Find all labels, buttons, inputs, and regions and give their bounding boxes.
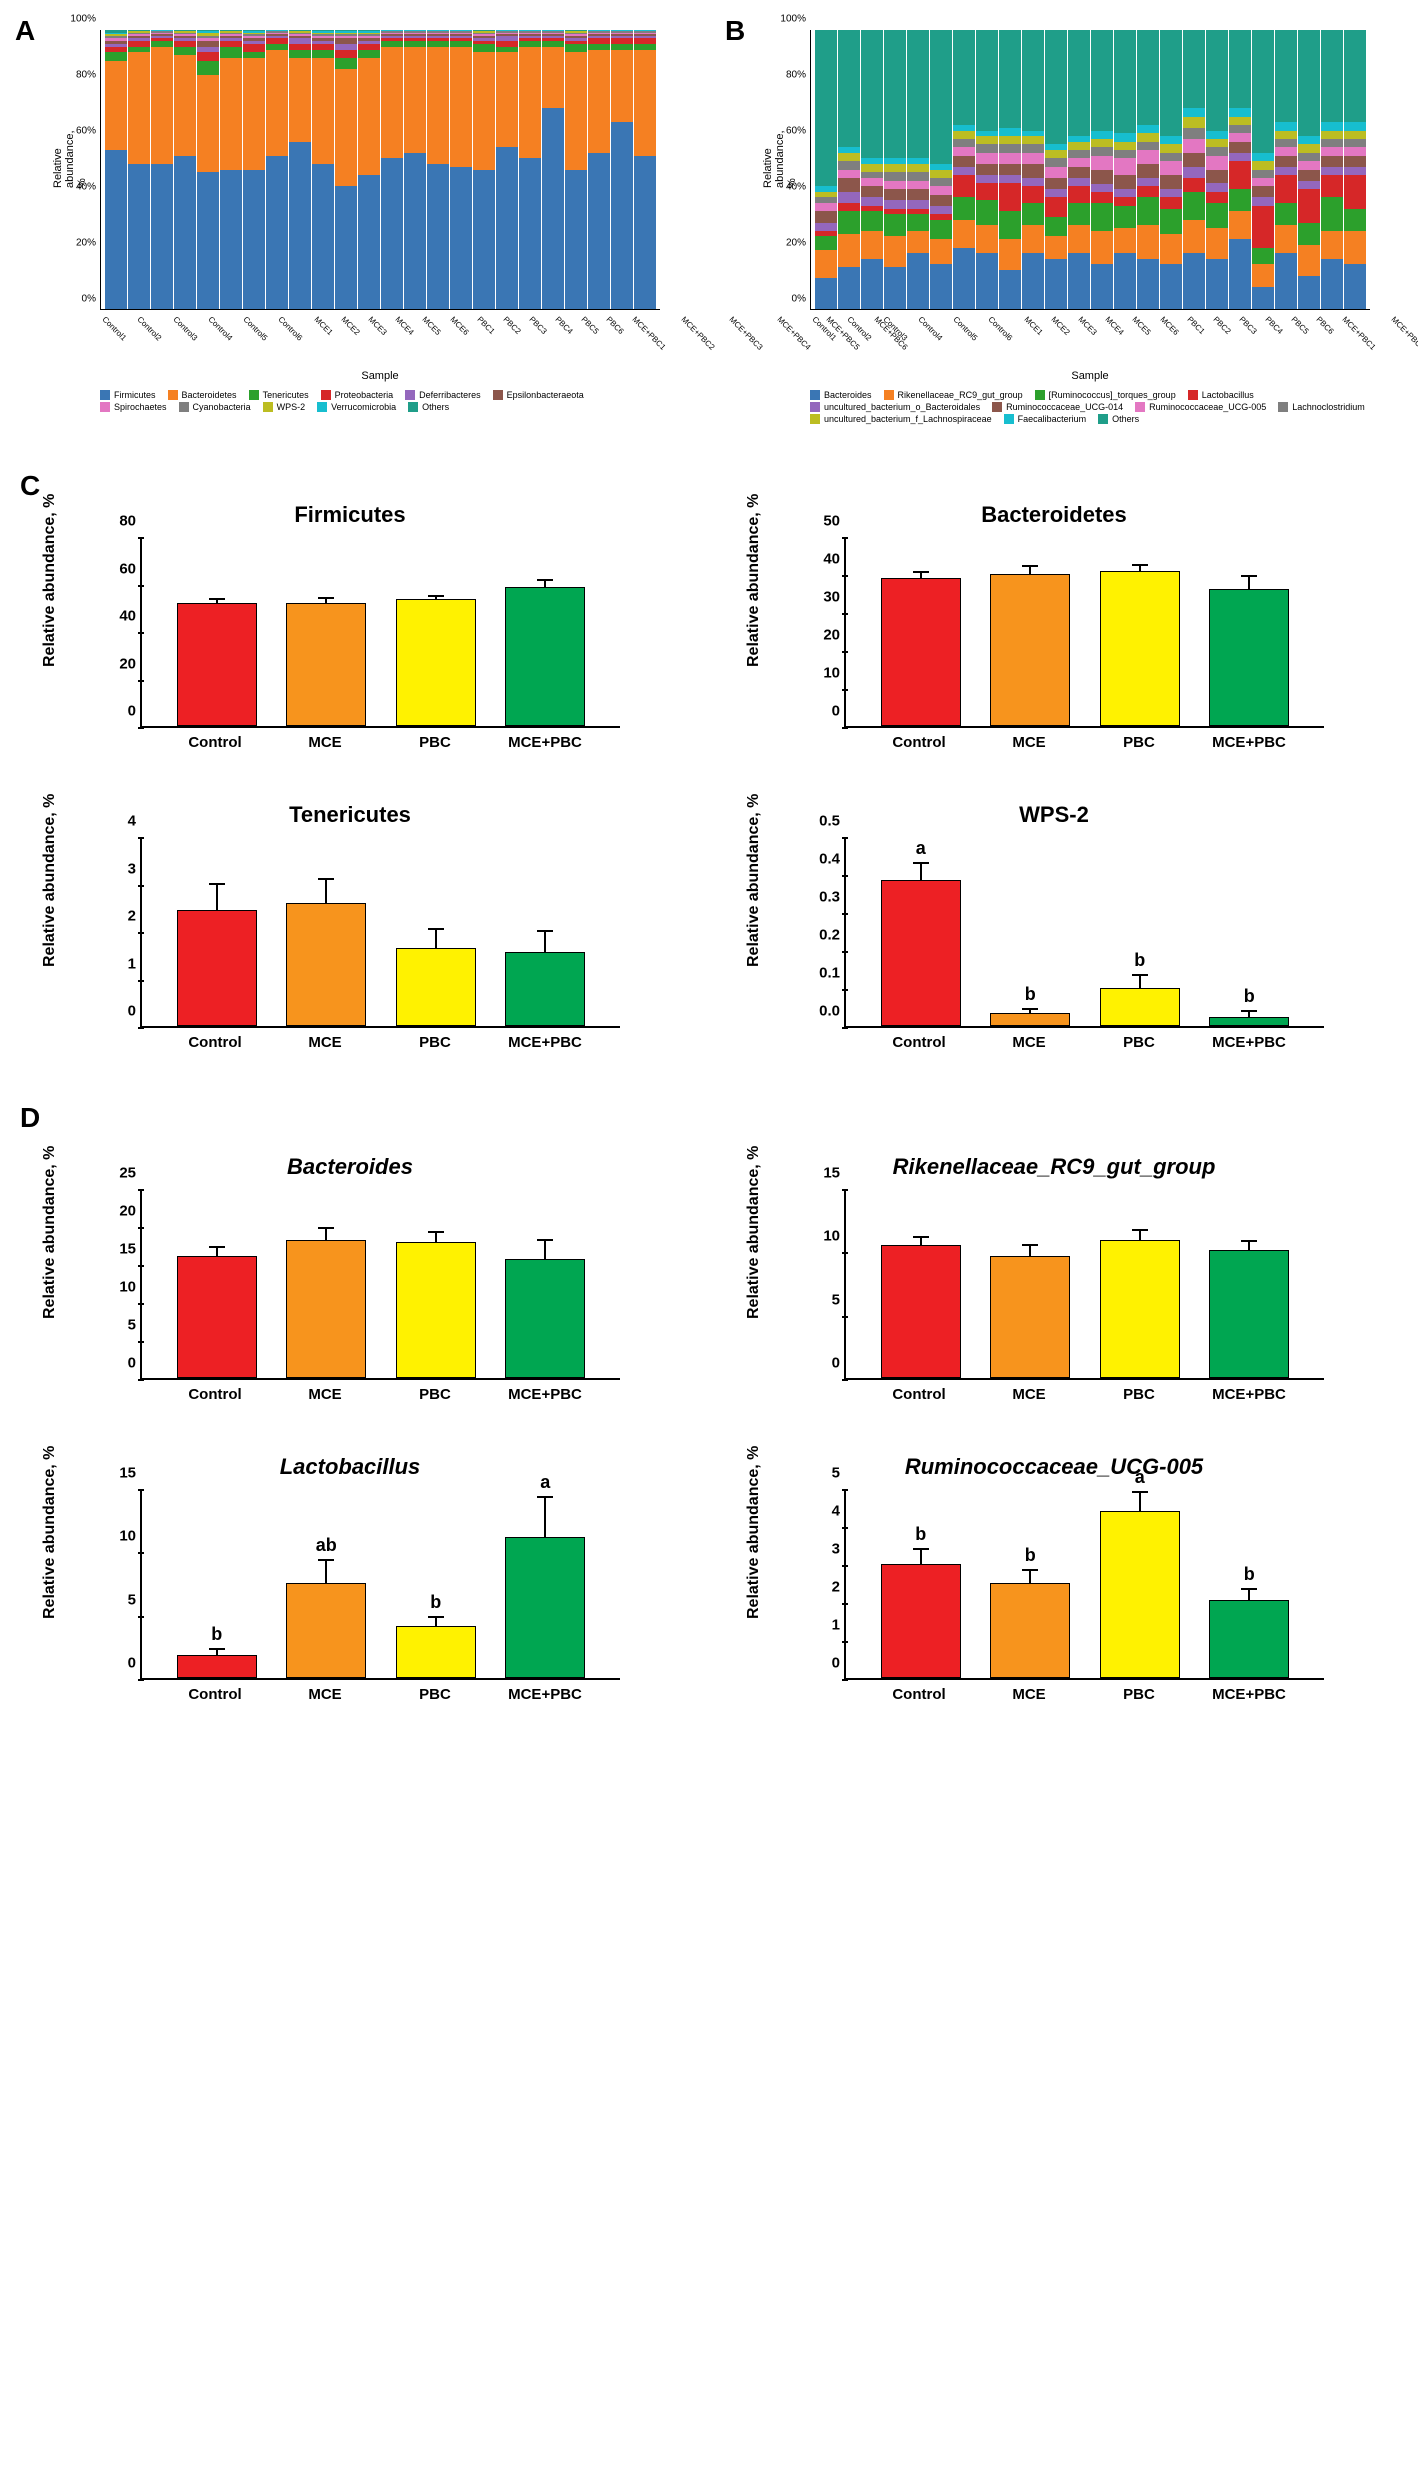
bar-chart: Rikenellaceae_RC9_gut_group051015Relativ… xyxy=(754,1154,1354,1434)
stacked-chart-b: 0%20%40%60%80%100%Relative abundance, %C… xyxy=(760,20,1418,440)
bars-container: CFirmicutes020406080Relative abundance, … xyxy=(20,470,1398,1734)
panel-a-label: A xyxy=(15,15,35,47)
bar-chart: WPS-20.00.10.20.30.40.5Relative abundanc… xyxy=(754,802,1354,1082)
section-label-c: C xyxy=(20,470,1398,502)
bar-chart: Ruminococcaceae_UCG-005012345Relative ab… xyxy=(754,1454,1354,1734)
panel-a: A 0%20%40%60%80%100%Relative abundance, … xyxy=(20,20,710,440)
panel-b: B 0%20%40%60%80%100%Relative abundance, … xyxy=(730,20,1418,440)
bar-chart: Bacteroidetes01020304050Relative abundan… xyxy=(754,502,1354,782)
section-label-d: D xyxy=(20,1102,1398,1134)
stacked-chart-a: 0%20%40%60%80%100%Relative abundance, %C… xyxy=(50,20,710,440)
top-row: A 0%20%40%60%80%100%Relative abundance, … xyxy=(20,20,1398,440)
bar-chart: Firmicutes020406080Relative abundance, %… xyxy=(50,502,650,782)
panel-b-label: B xyxy=(725,15,745,47)
bar-chart: Bacteroides0510152025Relative abundance,… xyxy=(50,1154,650,1434)
bar-chart: Tenericutes01234Relative abundance, %Con… xyxy=(50,802,650,1082)
bar-chart: Lactobacillus051015Relative abundance, %… xyxy=(50,1454,650,1734)
